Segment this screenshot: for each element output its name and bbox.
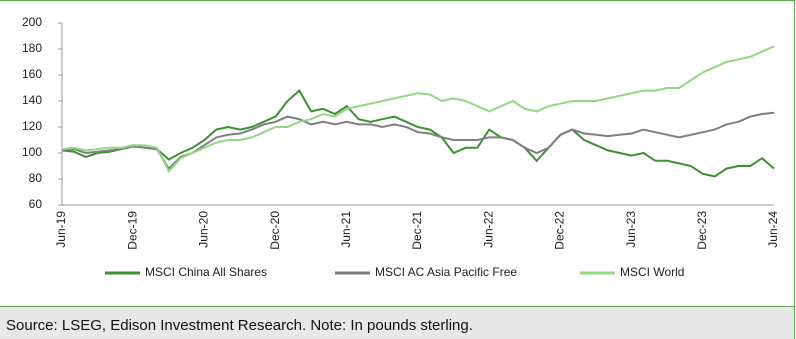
legend-label: MSCI World [620, 265, 684, 279]
x-tick-label: Jun-23 [624, 211, 638, 248]
x-tick-label: Dec-23 [695, 211, 709, 250]
y-tick-label: 120 [22, 119, 42, 133]
x-tick-label: Dec-20 [268, 211, 282, 250]
series-line [61, 45, 775, 173]
x-tick-label: Jun-21 [339, 211, 353, 248]
x-tick-label: Dec-19 [125, 211, 139, 250]
x-tick-label: Jun-19 [54, 211, 68, 248]
y-tick-label: 80 [29, 171, 43, 185]
series-line [61, 89, 775, 178]
x-tick-label: Dec-22 [553, 211, 567, 250]
series-line [61, 111, 775, 171]
y-tick-label: 180 [22, 41, 42, 55]
y-tick-label: 60 [29, 197, 43, 211]
footer: Source: LSEG, Edison Investment Research… [0, 306, 794, 339]
x-tick-label: Jun-22 [481, 211, 495, 248]
legend-label: MSCI AC Asia Pacific Free [375, 265, 517, 279]
x-tick-label: Jun-20 [197, 211, 211, 248]
y-tick-label: 200 [22, 15, 42, 29]
y-tick-label: 140 [22, 93, 42, 107]
legend-label: MSCI China All Shares [145, 265, 267, 279]
chart: 60 80 100 120 140 160 180 200 Jun-19 Dec-19 Jun-20… [22, 15, 780, 279]
y-tick-label: 100 [22, 145, 42, 159]
y-tick-label: 160 [22, 67, 42, 81]
x-tick-label: Jun-24 [766, 211, 780, 248]
x-tick-label: Dec-21 [410, 211, 424, 250]
